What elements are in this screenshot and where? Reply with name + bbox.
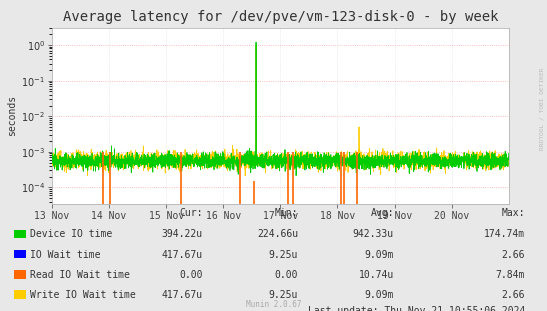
Text: 10.74u: 10.74u [359,270,394,280]
Text: Munin 2.0.67: Munin 2.0.67 [246,300,301,309]
Text: Read IO Wait time: Read IO Wait time [30,270,130,280]
Text: 942.33u: 942.33u [353,230,394,239]
Text: Write IO Wait time: Write IO Wait time [30,290,135,300]
Text: 0.00: 0.00 [275,270,298,280]
Text: RRDTOOL / TOBI OETIKER: RRDTOOL / TOBI OETIKER [539,67,544,150]
Text: Min:: Min: [275,208,298,218]
Text: 9.25u: 9.25u [269,290,298,300]
Y-axis label: seconds: seconds [7,95,16,137]
Text: Last update: Thu Nov 21 10:55:06 2024: Last update: Thu Nov 21 10:55:06 2024 [308,306,525,311]
Text: 2.66: 2.66 [502,250,525,260]
Text: 0.00: 0.00 [179,270,202,280]
Text: Device IO time: Device IO time [30,230,112,239]
Title: Average latency for /dev/pve/vm-123-disk-0 - by week: Average latency for /dev/pve/vm-123-disk… [62,10,498,24]
Text: 7.84m: 7.84m [496,270,525,280]
Text: 9.09m: 9.09m [364,290,394,300]
Text: 417.67u: 417.67u [161,250,202,260]
Text: 394.22u: 394.22u [161,230,202,239]
Text: 224.66u: 224.66u [257,230,298,239]
Text: 417.67u: 417.67u [161,290,202,300]
Text: 174.74m: 174.74m [484,230,525,239]
Text: 9.25u: 9.25u [269,250,298,260]
Text: Avg:: Avg: [370,208,394,218]
Text: 9.09m: 9.09m [364,250,394,260]
Text: Max:: Max: [502,208,525,218]
Text: 2.66: 2.66 [502,290,525,300]
Text: Cur:: Cur: [179,208,202,218]
Text: IO Wait time: IO Wait time [30,250,100,260]
